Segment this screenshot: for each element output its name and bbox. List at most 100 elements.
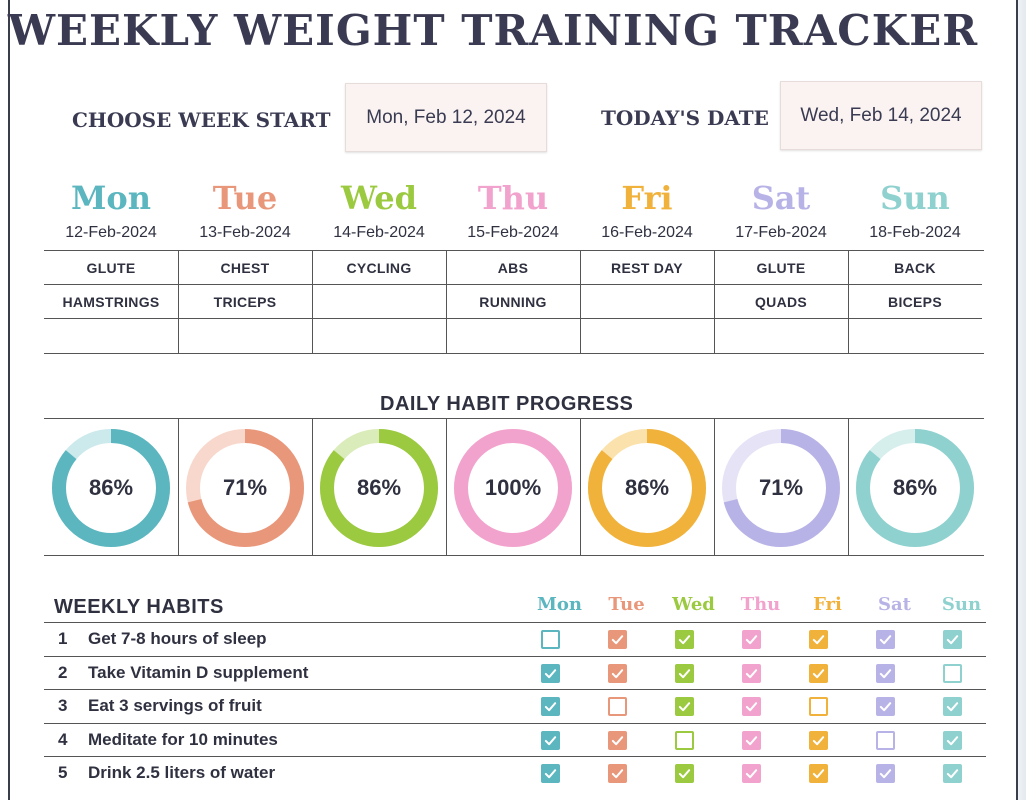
habit-checkbox-thu[interactable] — [742, 730, 761, 750]
day-date: 14-Feb-2024 — [333, 224, 425, 241]
habit-checkbox-fri[interactable] — [809, 697, 828, 716]
habit-checkbox-tue[interactable] — [608, 630, 627, 649]
habit-header-sun: Sun — [941, 594, 982, 615]
workout-cell-sun-3[interactable] — [848, 319, 982, 353]
todays-date-label: TODAY'S DATE — [601, 106, 769, 130]
checkmark-icon — [946, 735, 959, 745]
workout-cell-tue-3[interactable] — [178, 319, 312, 353]
habit-checkbox-tue[interactable] — [608, 764, 627, 783]
habit-checkbox-thu[interactable] — [742, 764, 761, 783]
progress-ring-sat: 71% — [714, 419, 848, 557]
habit-checkbox-thu[interactable] — [742, 697, 761, 716]
habit-checkbox-fri[interactable] — [809, 630, 828, 649]
workout-cell-fri-3[interactable] — [580, 319, 714, 353]
grid-divider — [446, 251, 447, 353]
workout-cell-tue-1[interactable]: CHEST — [178, 251, 312, 285]
checkmark-icon — [544, 769, 557, 779]
habit-checkbox-sat[interactable] — [876, 730, 895, 750]
habit-checkbox-tue[interactable] — [608, 730, 627, 750]
workout-cell-mon-3[interactable] — [44, 319, 178, 353]
habit-checkbox-sun[interactable] — [943, 764, 962, 783]
habit-checkbox-mon[interactable] — [541, 764, 560, 783]
progress-divider — [446, 419, 447, 555]
habit-checkbox-fri[interactable] — [809, 764, 828, 783]
checkmark-icon — [611, 735, 624, 745]
habit-checkbox-mon[interactable] — [541, 730, 560, 750]
day-name: Wed — [340, 179, 418, 217]
progress-ring-fri: 86% — [580, 419, 714, 557]
progress-ring-graphic — [588, 429, 706, 547]
checkmark-icon — [946, 769, 959, 779]
progress-percent: 86% — [624, 475, 670, 500]
day-header-fri: Fri 16-Feb-2024 — [580, 176, 714, 242]
workout-cell-thu-3[interactable] — [446, 319, 580, 353]
checkmark-icon — [879, 635, 892, 645]
habit-checkbox-wed[interactable] — [675, 663, 694, 683]
workout-cell-wed-2[interactable] — [312, 285, 446, 319]
habit-checkbox-sat[interactable] — [876, 697, 895, 716]
habit-checkbox-sun[interactable] — [943, 730, 962, 750]
day-date: 15-Feb-2024 — [467, 224, 559, 241]
habit-header-sat: Sat — [878, 594, 911, 615]
workout-cell-mon-1[interactable]: GLUTE — [44, 251, 178, 285]
progress-ring-tue: 71% — [178, 419, 312, 557]
workout-cell-wed-3[interactable] — [312, 319, 446, 353]
checkmark-icon — [745, 735, 758, 745]
week-start-label: CHOOSE WEEK START — [72, 108, 331, 132]
habit-checkbox-sat[interactable] — [876, 764, 895, 783]
checkmark-icon — [678, 635, 691, 645]
progress-percent: 86% — [88, 475, 134, 500]
progress-ring-graphic — [52, 429, 170, 547]
workout-cell-fri-2[interactable] — [580, 285, 714, 319]
habit-checkbox-wed[interactable] — [675, 697, 694, 716]
day-header-thu: Thu 15-Feb-2024 — [446, 176, 580, 242]
checkmark-icon — [544, 735, 557, 745]
habit-checkbox-tue[interactable] — [608, 663, 627, 683]
habit-checkbox-thu[interactable] — [742, 630, 761, 649]
habit-checkbox-sun[interactable] — [943, 697, 962, 716]
habit-checkbox-sat[interactable] — [876, 663, 895, 683]
day-header-sun: Sun 18-Feb-2024 — [848, 176, 982, 242]
habit-checkbox-sun[interactable] — [943, 630, 962, 649]
workout-cell-sat-3[interactable] — [714, 319, 848, 353]
habit-text: Take Vitamin D supplement — [88, 662, 309, 682]
habit-header-wed: Wed — [672, 594, 715, 615]
habit-checkbox-thu[interactable] — [742, 663, 761, 683]
progress-ring-graphic — [186, 429, 304, 547]
progress-percent: 86% — [356, 475, 402, 500]
day-header-tue: Tue 13-Feb-2024 — [178, 176, 312, 242]
habit-checkbox-wed[interactable] — [675, 630, 694, 649]
workout-cell-wed-1[interactable]: CYCLING — [312, 251, 446, 285]
habit-checkbox-sat[interactable] — [876, 630, 895, 649]
habit-checkbox-fri[interactable] — [809, 730, 828, 750]
habit-checkbox-fri[interactable] — [809, 663, 828, 683]
habit-checkbox-mon[interactable] — [541, 663, 560, 683]
progress-divider — [580, 419, 581, 555]
workout-cell-sat-2[interactable]: QUADS — [714, 285, 848, 319]
habit-checkbox-mon[interactable] — [541, 630, 560, 649]
progress-ring-mon: 86% — [44, 419, 178, 557]
habit-checkbox-mon[interactable] — [541, 697, 560, 716]
workout-cell-fri-1[interactable]: REST DAY — [580, 251, 714, 285]
progress-ring-graphic — [454, 429, 572, 547]
week-start-input[interactable]: Mon, Feb 12, 2024 — [345, 83, 547, 152]
habit-checkbox-wed[interactable] — [675, 764, 694, 783]
workout-cell-sun-1[interactable]: BACK — [848, 251, 982, 285]
habit-checkbox-wed[interactable] — [675, 730, 694, 750]
habit-text: Meditate for 10 minutes — [88, 729, 278, 749]
workout-cell-mon-2[interactable]: HAMSTRINGS — [44, 285, 178, 319]
workout-cell-sun-2[interactable]: BICEPS — [848, 285, 982, 319]
habit-header-mon: Mon — [536, 594, 583, 615]
workout-cell-sat-1[interactable]: GLUTE — [714, 251, 848, 285]
workout-cell-thu-1[interactable]: ABS — [446, 251, 580, 285]
day-name: Tue — [212, 179, 278, 217]
day-header-wed: Wed 14-Feb-2024 — [312, 176, 446, 242]
workout-cell-thu-2[interactable]: RUNNING — [446, 285, 580, 319]
habit-checkbox-tue[interactable] — [608, 697, 627, 716]
checkmark-icon — [544, 702, 557, 712]
checkmark-icon — [678, 702, 691, 712]
todays-date-field[interactable]: Wed, Feb 14, 2024 — [780, 81, 982, 150]
day-date: 18-Feb-2024 — [869, 224, 961, 241]
habit-checkbox-sun[interactable] — [943, 663, 962, 683]
workout-cell-tue-2[interactable]: TRICEPS — [178, 285, 312, 319]
